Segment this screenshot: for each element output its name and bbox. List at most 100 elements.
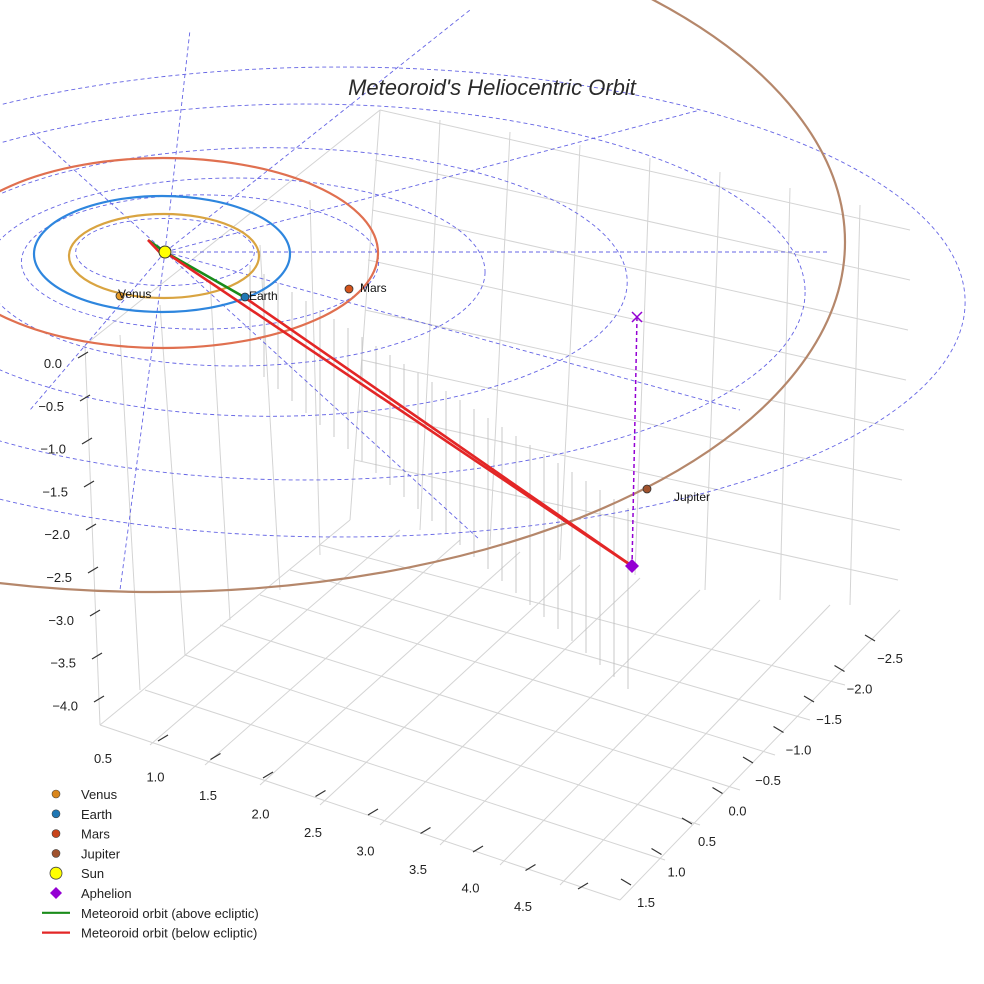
y-axis-tick-mark — [742, 756, 754, 764]
y-axis-tick-label: −2.0 — [847, 682, 873, 697]
x-axis-tick-mark — [210, 752, 221, 761]
z-axis-tick-label: −3.0 — [48, 613, 74, 628]
legend-label: Sun — [81, 866, 104, 881]
x-axis-tick-mark — [315, 789, 326, 798]
x-axis-tick-label: 1.0 — [146, 770, 164, 785]
y-axis-tick-label: −0.5 — [755, 773, 781, 788]
z-axis-tick-label: −1.0 — [40, 442, 66, 457]
polar-ring — [20, 194, 380, 330]
mars-label: Mars — [360, 281, 387, 295]
chart-title: Meteoroid's Heliocentric Orbit — [348, 75, 637, 100]
earth-marker — [240, 292, 250, 302]
bodies: Venus Earth Mars Jupiter — [115, 245, 710, 573]
jupiter-label: Jupiter — [674, 490, 710, 504]
legend-swatch-sun — [49, 866, 63, 880]
y-axis-tick-mark — [712, 786, 723, 795]
z-axis-tick-mark — [79, 394, 91, 402]
z-axis-tick-mark — [89, 609, 101, 617]
x-axis-tick-label: 4.0 — [461, 881, 479, 896]
legend: Venus Earth Mars Jupiter Sun Aphelion Meteoroi… — [42, 787, 259, 941]
jupiter-marker — [642, 484, 652, 494]
y-axis-tick-label: −1.0 — [786, 743, 812, 758]
polar-ring — [0, 147, 628, 417]
z-axis-ticks: 0.0 −0.5 −1.0 −1.5 −2.0 −2.5 −3.0 −3.5 −4.0 — [38, 351, 105, 713]
pane-grid — [84, 109, 911, 901]
polar-ring — [0, 103, 806, 481]
orbit-below-ecliptic-b — [243, 295, 633, 568]
ecliptic-polar-grid — [0, 9, 966, 591]
z-axis-tick-mark — [93, 695, 105, 703]
z-axis-tick-mark — [81, 437, 93, 445]
legend-swatch-mars — [51, 829, 61, 838]
x-axis-tick-label: 0.5 — [94, 751, 112, 766]
x-axis-tick-label: 2.5 — [304, 825, 322, 840]
legend-label: Venus — [81, 787, 118, 802]
y-axis-tick-mark — [773, 725, 784, 734]
y-axis-tick-label: 0.5 — [698, 834, 716, 849]
polar-spoke — [164, 9, 471, 253]
y-axis-tick-label: 0.0 — [728, 804, 746, 819]
z-axis-tick-label: −1.5 — [42, 484, 68, 499]
y-axis-tick-label: −2.5 — [877, 651, 903, 666]
x-axis-tick-mark — [420, 826, 431, 835]
z-axis-tick-label: −0.5 — [38, 399, 64, 414]
aphelion-marker — [625, 559, 639, 573]
polar-ring — [0, 66, 966, 538]
aphelion-ecliptic-marker — [631, 311, 643, 323]
x-axis-tick-label: 1.5 — [199, 788, 217, 803]
polar-ring — [0, 177, 486, 367]
y-axis-tick-label: 1.5 — [637, 895, 655, 910]
x-axis-tick-label: 2.0 — [251, 807, 269, 822]
venus-marker — [115, 291, 125, 301]
mars-orbit — [0, 156, 380, 350]
z-axis-tick-label: −2.0 — [44, 527, 70, 542]
x-axis-tick-label: 3.0 — [356, 844, 374, 859]
polar-spoke — [164, 251, 741, 411]
z-axis-tick-label: 0.0 — [44, 356, 62, 371]
z-axis-tick-label: −4.0 — [52, 698, 78, 713]
legend-swatch-venus — [51, 789, 61, 799]
polar-spoke — [164, 109, 701, 253]
y-axis-tick-mark — [651, 847, 662, 856]
earth-label: Earth — [249, 289, 278, 303]
legend-label: Meteoroid orbit (above ecliptic) — [81, 906, 259, 921]
venus-label: Venus — [118, 287, 151, 301]
sun-marker — [158, 245, 172, 259]
planet-orbits — [0, 0, 846, 593]
legend-label: Earth — [81, 807, 112, 822]
z-axis-tick-mark — [83, 480, 95, 488]
z-axis-tick-mark — [85, 523, 97, 531]
x-axis-tick-mark — [472, 845, 484, 853]
polar-spoke — [164, 251, 481, 541]
y-axis-tick-label: −1.5 — [816, 712, 842, 727]
orbit-drop-lines — [249, 265, 629, 689]
y-axis-tick-mark — [864, 634, 876, 642]
z-axis-tick-mark — [87, 566, 99, 574]
legend-label: Jupiter — [81, 846, 121, 861]
legend-swatch-aphelion — [50, 887, 62, 899]
earth-orbit — [32, 194, 292, 314]
z-axis-tick-mark — [91, 652, 103, 660]
y-axis-ticks: −2.5 −2.0 −1.5 −1.0 −0.5 0.0 0.5 1.0 1.5 — [620, 634, 903, 910]
legend-label: Aphelion — [81, 886, 132, 901]
x-axis-tick-label: 4.5 — [514, 899, 532, 914]
x-axis-tick-mark — [262, 771, 274, 779]
y-axis-tick-mark — [834, 664, 845, 673]
z-axis-tick-label: −2.5 — [46, 570, 72, 585]
legend-label: Mars — [81, 827, 110, 842]
mars-marker — [344, 284, 354, 294]
y-axis-tick-mark — [681, 817, 693, 825]
polar-spoke — [29, 251, 166, 411]
legend-swatch-earth — [51, 809, 61, 819]
polar-ring — [75, 217, 255, 287]
z-axis-tick-mark — [77, 351, 89, 359]
x-axis-tick-mark — [157, 734, 169, 742]
x-axis-tick-mark — [525, 863, 536, 872]
y-axis-tick-label: 1.0 — [667, 865, 685, 880]
x-axis-ticks: 0.5 1.0 1.5 2.0 2.5 3.0 3.5 4.0 4.5 — [94, 734, 589, 914]
legend-label: Meteoroid orbit (below ecliptic) — [81, 926, 257, 941]
legend-swatch-jupiter — [51, 849, 61, 858]
y-axis-tick-mark — [803, 695, 815, 703]
x-axis-tick-mark — [367, 808, 379, 816]
